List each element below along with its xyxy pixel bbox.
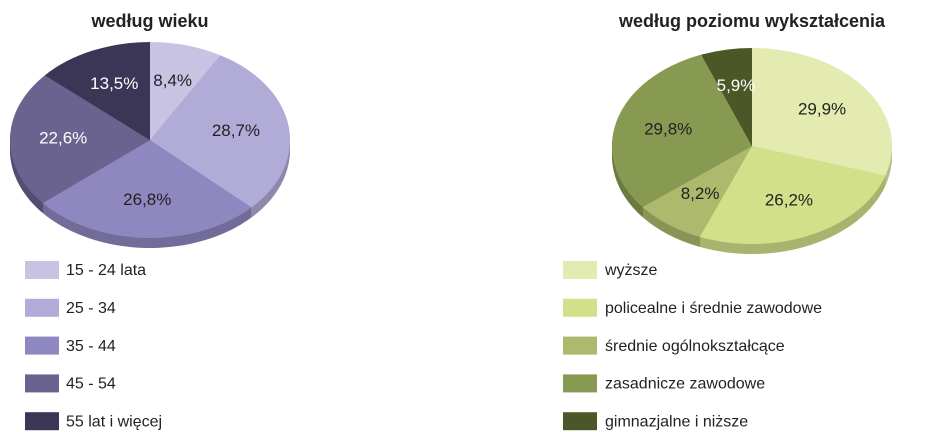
data-label: 13,5% — [90, 74, 138, 93]
slice — [642, 146, 752, 237]
legend-swatch — [563, 374, 597, 393]
legend-swatch — [563, 412, 597, 431]
slice — [42, 140, 252, 238]
data-label: 26,2% — [765, 190, 813, 209]
legend-swatch — [563, 261, 597, 279]
legend-label: 55 lat i więcej — [66, 413, 162, 430]
data-label: 22,6% — [39, 129, 87, 148]
legend-label: 35 - 44 — [66, 338, 116, 355]
legend-label: 15 - 24 lata — [66, 262, 146, 279]
legend-swatch — [563, 336, 597, 355]
data-label: 29,9% — [798, 100, 846, 119]
legend-swatch — [25, 374, 59, 393]
legend-label: policealne i średnie zawodowe — [605, 300, 822, 317]
data-label: 26,8% — [123, 190, 171, 209]
data-label: 5,9% — [717, 76, 756, 95]
slice — [150, 42, 221, 140]
legend-swatch — [25, 261, 59, 279]
chart-title: według wieku — [90, 11, 208, 31]
data-label: 28,7% — [212, 121, 260, 140]
legend-label: gimnazjalne i niższe — [605, 413, 748, 430]
legend-label: wyższe — [604, 262, 658, 279]
legend-swatch — [25, 412, 59, 431]
slice — [612, 54, 752, 208]
legend-label: średnie ogólnokształcące — [605, 338, 785, 355]
data-label: 8,4% — [153, 71, 192, 90]
slice — [9, 75, 150, 203]
slice — [699, 146, 886, 244]
slice — [752, 48, 892, 176]
slice — [150, 55, 290, 208]
data-label: 29,8% — [644, 120, 692, 139]
legend-label: 45 - 54 — [66, 376, 116, 393]
slice — [701, 48, 752, 146]
legend-label: zasadnicze zawodowe — [605, 376, 765, 393]
legend-swatch — [25, 298, 59, 317]
legend-swatch — [25, 336, 59, 355]
data-label: 8,2% — [681, 184, 720, 203]
legend-swatch — [563, 298, 597, 317]
chart-title: według poziomu wykształcenia — [618, 11, 886, 31]
slice — [44, 42, 150, 140]
legend-label: 25 - 34 — [66, 300, 116, 317]
